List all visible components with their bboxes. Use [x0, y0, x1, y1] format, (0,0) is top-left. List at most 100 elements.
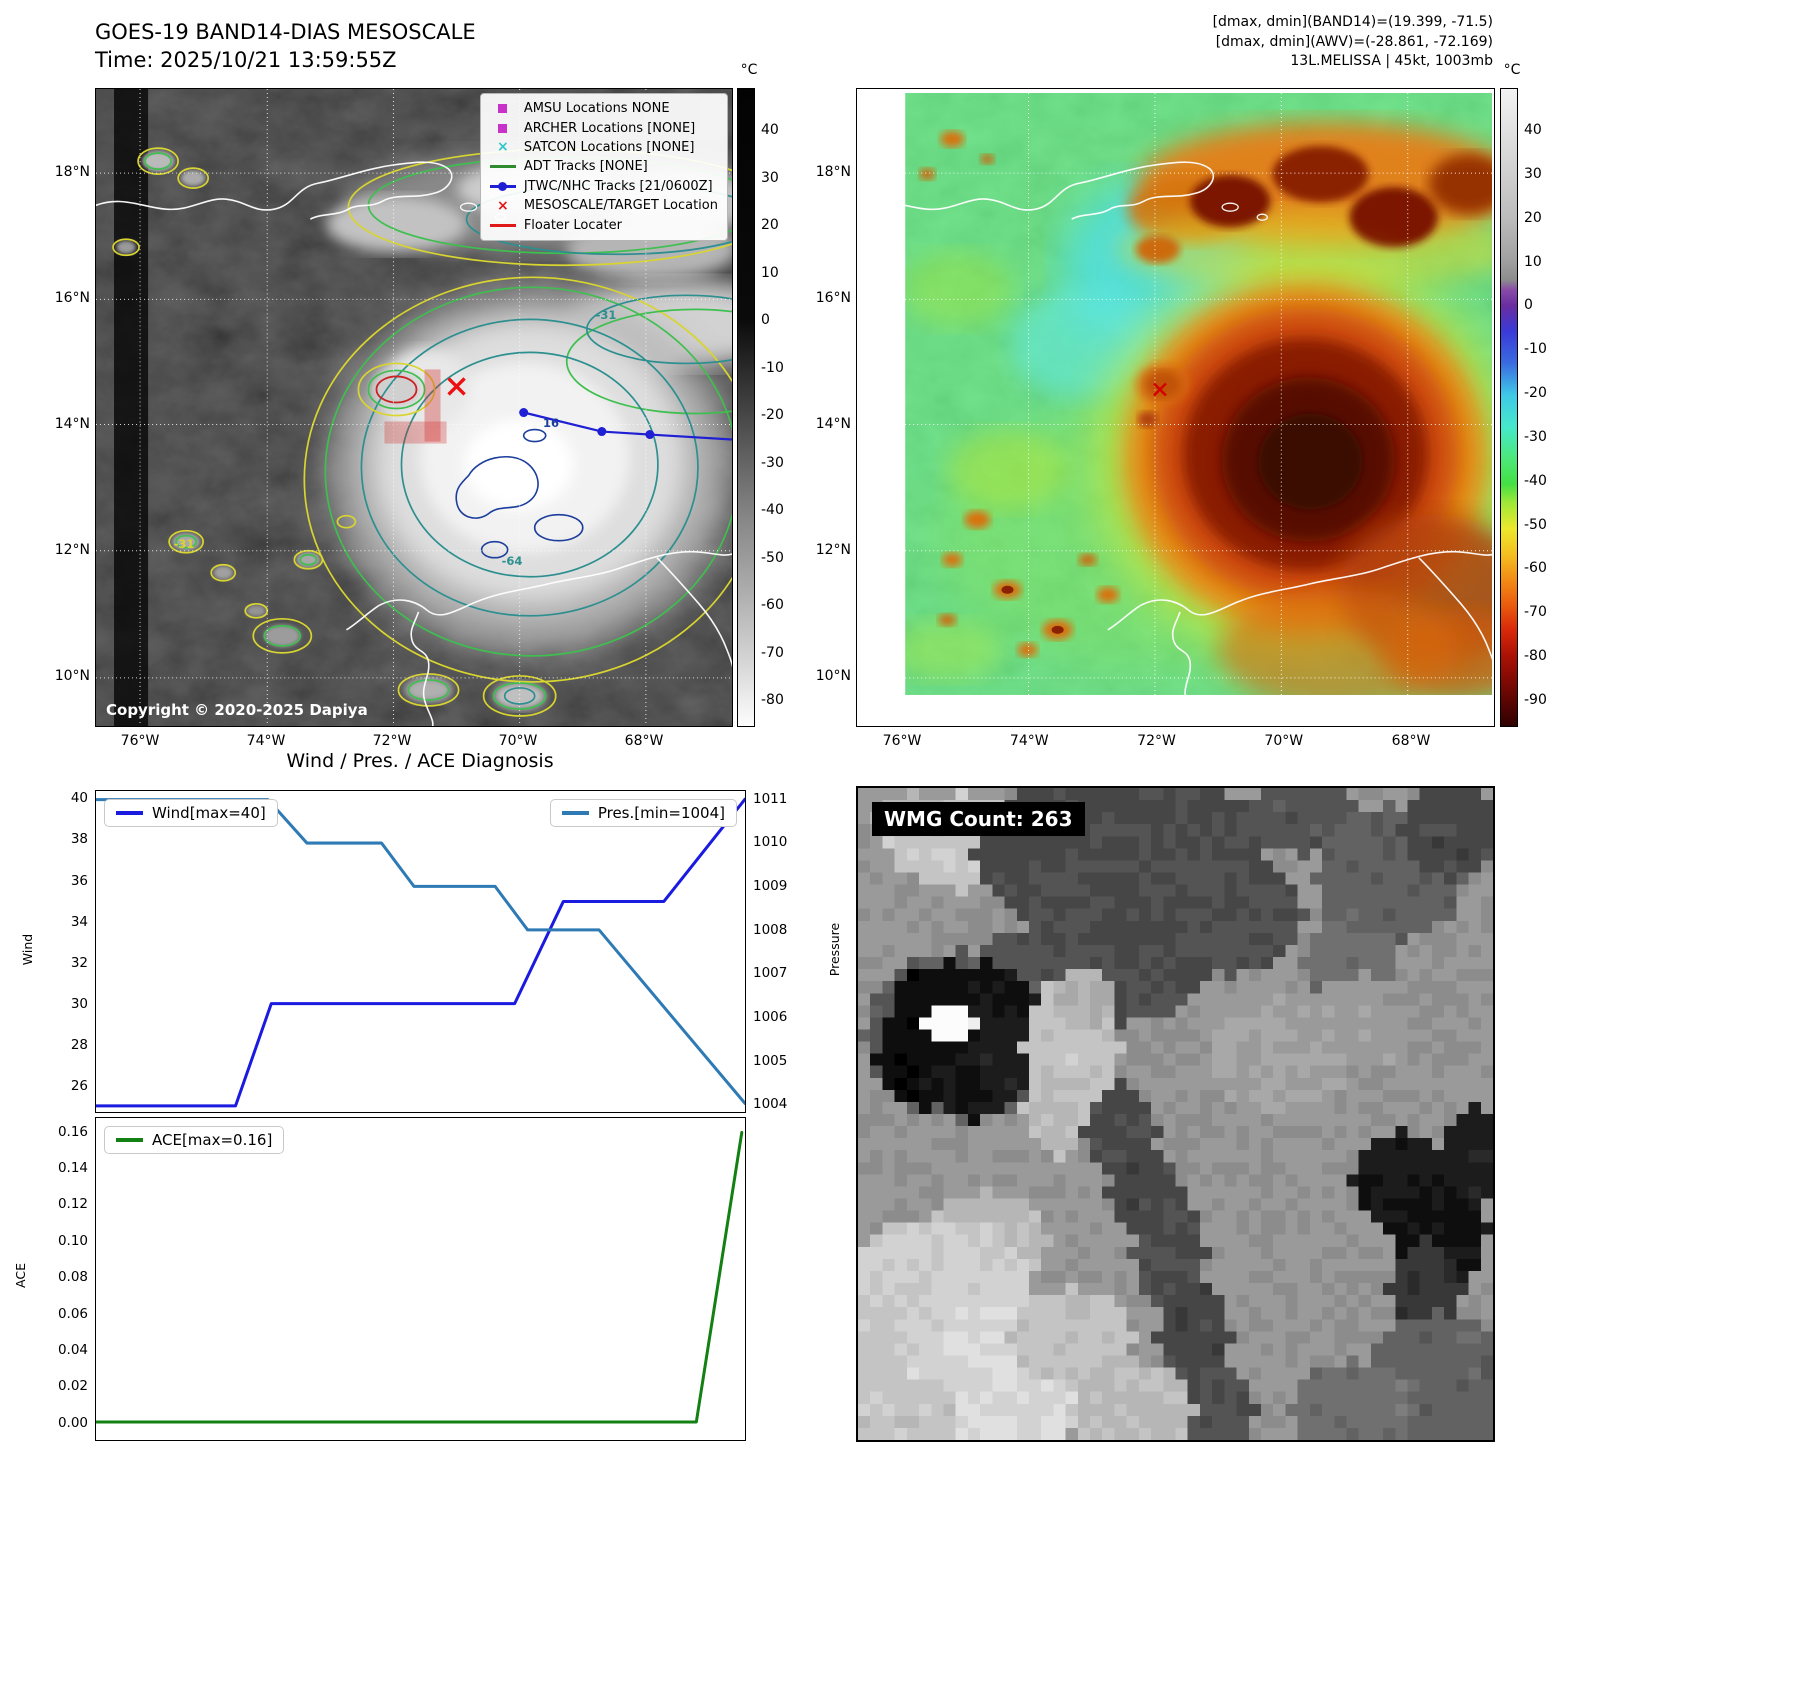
- ace-legend-label: ACE[max=0.16]: [152, 1131, 273, 1149]
- longitude-tick: 68°W: [624, 733, 664, 749]
- colorbar-tick: 30: [1524, 165, 1542, 182]
- legend-item-label: ARCHER Locations [NONE]: [523, 120, 696, 136]
- awv-colorbar-unit: °C: [1503, 62, 1521, 78]
- colorbar-tick: -30: [761, 454, 784, 471]
- target-x-marker: [1153, 382, 1167, 397]
- x-marker-icon: ×: [496, 139, 509, 156]
- coastlines: [96, 161, 732, 726]
- legend-item-label: Floater Locater: [523, 217, 622, 233]
- wind-legend: Wind[max=40]: [104, 799, 278, 827]
- ace-tick: 0.06: [57, 1305, 88, 1322]
- ace-max-0-16-line: [96, 1130, 744, 1424]
- legend-item: ADT Tracks [NONE]: [486, 157, 718, 176]
- pressure-legend-label: Pres.[min=1004]: [597, 804, 725, 822]
- longitude-tick: 72°W: [1137, 733, 1176, 749]
- latitude-tick: 12°N: [815, 542, 851, 558]
- contour-label: -31: [595, 308, 617, 322]
- wind-tick: 36: [70, 872, 88, 889]
- wmg-pixel-image: [858, 788, 1493, 1440]
- pressure-tick: 1011: [753, 790, 788, 807]
- wind-pressure-plot-area: [96, 797, 745, 1108]
- wind-tick: 38: [70, 831, 88, 848]
- band14-title: GOES-19 BAND14-DIAS MESOSCALE: [95, 20, 476, 44]
- wind-legend-label: Wind[max=40]: [152, 804, 266, 822]
- awv-latitude-axis: 18°N 16°N 14°N 12°N 10°N: [799, 164, 851, 684]
- square-marker-icon: [486, 123, 520, 133]
- wind-line-swatch: [116, 811, 143, 815]
- band14-colorbar-ticks: 40 30 20 10 0 -10 -20 -30 -40 -50 -60 -70 -80: [761, 122, 807, 708]
- ace-tick: 0.08: [57, 1269, 88, 1286]
- colorbar-tick: 0: [761, 312, 770, 328]
- colorbar-tick: -40: [761, 502, 784, 518]
- wind-pressure-chart: Wind[max=40] Pres.[min=1004]: [95, 790, 746, 1113]
- longitude-tick: 70°W: [1264, 733, 1304, 749]
- wind-tick: 32: [70, 954, 88, 971]
- legend-item: AMSU Locations NONE: [486, 99, 718, 118]
- wind-axis-ticks: 40 38 36 34 32 30 28 26: [40, 790, 88, 1113]
- pressure-tick: 1008: [753, 921, 788, 938]
- colorbar-tick: -40: [1524, 472, 1547, 489]
- pressure-axis-label: Pressure: [827, 922, 843, 977]
- northern-convection: [1117, 122, 1492, 290]
- band14-longitude-axis: 76°W 74°W 72°W 70°W 68°W: [121, 733, 664, 753]
- colorbar-tick: -70: [761, 644, 784, 661]
- wind-tick: 40: [70, 790, 88, 807]
- contour-label: -64: [501, 554, 523, 568]
- wind-tick: 30: [70, 995, 88, 1012]
- awv-longitude-axis: 76°W 74°W 72°W 70°W 68°W: [883, 733, 1431, 753]
- band14-colorbar-unit: °C: [740, 62, 758, 78]
- legend-item-label: MESOSCALE/TARGET Location: [523, 198, 718, 214]
- latitude-tick: 18°N: [815, 164, 851, 180]
- square-marker-icon: [486, 104, 520, 114]
- copyright-text: Copyright © 2020-2025 Dapiya: [106, 701, 368, 719]
- pressure-tick: 1010: [753, 834, 788, 851]
- awv-colorbar: [1500, 88, 1518, 727]
- pressure-line-swatch: [561, 811, 589, 815]
- pressure-tick: 1007: [753, 965, 788, 982]
- colorbar-tick: -20: [761, 407, 784, 423]
- ace-tick: 0.14: [57, 1159, 88, 1176]
- colorbar-tick: -30: [1524, 428, 1547, 445]
- colorbar-tick: -80: [761, 692, 784, 708]
- ace-plot-area: [96, 1130, 744, 1424]
- colorbar-tick: -90: [1524, 692, 1547, 708]
- latitude-tick: 10°N: [815, 668, 851, 684]
- longitude-tick: 74°W: [1009, 733, 1049, 749]
- ace-tick: 0.10: [57, 1232, 88, 1249]
- wmg-panel: WMG Count: 263: [856, 786, 1495, 1442]
- legend-item-label: ADT Tracks [NONE]: [523, 159, 648, 175]
- wind-tick: 26: [70, 1078, 88, 1095]
- colorbar-tick: -70: [1524, 604, 1547, 621]
- colorbar-tick: 0: [1524, 297, 1533, 314]
- ace-legend: ACE[max=0.16]: [104, 1126, 285, 1154]
- latitude-tick: 10°N: [54, 668, 90, 684]
- x-marker-icon: ×: [496, 197, 509, 214]
- pres-min-1004-line: [96, 798, 745, 1105]
- colorbar-tick: 40: [1524, 122, 1542, 138]
- longitude-tick: 68°W: [1391, 733, 1431, 749]
- colorbar-tick: 20: [761, 217, 779, 233]
- ace-axis-label: ACE: [12, 1263, 28, 1288]
- colorbar-tick: 40: [761, 122, 779, 138]
- colorbar-tick: 10: [1524, 253, 1542, 270]
- colorbar-tick: 10: [761, 264, 779, 281]
- latitude-tick: 16°N: [815, 290, 851, 306]
- ace-line-swatch: [116, 1138, 143, 1142]
- pressure-tick: 1006: [753, 1008, 788, 1025]
- pressure-tick: 1005: [753, 1052, 788, 1069]
- colorbar-tick: -20: [1524, 385, 1547, 402]
- scattered-cells: [919, 131, 1191, 657]
- legend-item: × SATCON Locations [NONE]: [486, 138, 718, 157]
- pressure-tick: 1004: [753, 1096, 788, 1113]
- band14-latitude-axis: 18°N 16°N 14°N 12°N 10°N: [38, 164, 90, 684]
- band14-colorbar: [737, 88, 755, 727]
- floater-target-area: [384, 369, 447, 444]
- jtwc-track: [519, 408, 732, 441]
- colorbar-tick: -80: [1524, 648, 1547, 665]
- ace-axis-ticks: 0.16 0.14 0.12 0.10 0.08 0.06 0.04 0.02 0.00: [34, 1117, 88, 1441]
- latitude-tick: 14°N: [815, 416, 851, 432]
- colorbar-tick: -50: [761, 549, 784, 566]
- coastlines: [905, 161, 1492, 695]
- awv-satellite-image: [900, 93, 1492, 695]
